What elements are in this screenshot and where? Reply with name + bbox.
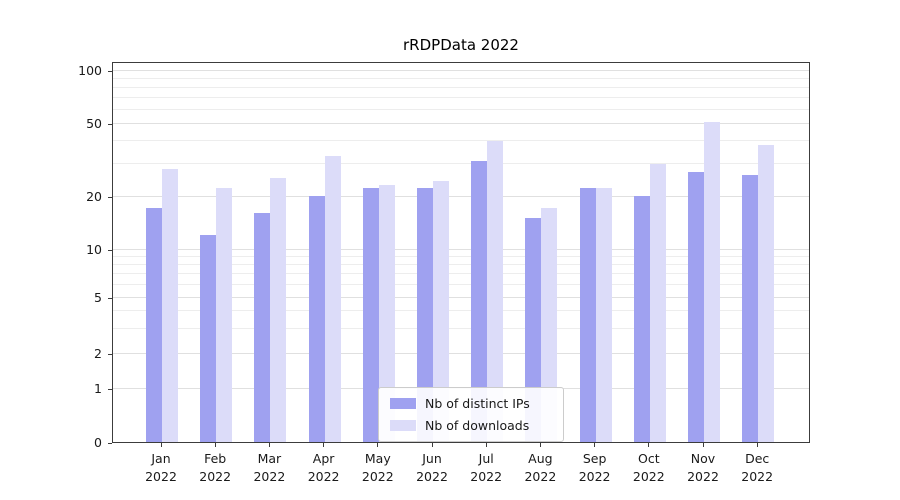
gridline <box>113 263 809 265</box>
x-tick-label: Jul 2022 <box>470 451 503 485</box>
bar-distinct-ips <box>525 218 542 442</box>
chart-title: rRDPData 2022 <box>403 36 519 54</box>
bar-distinct-ips <box>308 196 325 442</box>
x-tick-mark <box>431 443 433 447</box>
y-tick-mark <box>108 249 112 251</box>
x-tick-mark <box>268 443 270 447</box>
y-tick-mark <box>108 388 112 390</box>
x-tick-label: Jun 2022 <box>416 451 448 485</box>
x-tick-mark <box>539 443 541 447</box>
bar-downloads <box>216 188 233 442</box>
y-tick-mark <box>108 297 112 299</box>
bar-downloads <box>595 188 612 442</box>
bar-distinct-ips <box>688 172 704 442</box>
bar-downloads <box>541 208 558 442</box>
y-tick-mark <box>108 196 112 198</box>
y-tick-label: 20 <box>86 189 102 204</box>
x-tick-mark <box>756 443 758 447</box>
x-tick-mark <box>323 443 325 447</box>
x-tick-label: Feb 2022 <box>199 451 232 485</box>
legend: Nb of distinct IPs Nb of downloads <box>378 387 564 442</box>
bar-distinct-ips <box>254 213 271 442</box>
y-tick-label: 2 <box>94 346 102 361</box>
y-tick-label: 50 <box>86 116 102 131</box>
legend-label-distinct-ips: Nb of distinct IPs <box>425 396 530 411</box>
x-tick-mark <box>485 443 487 447</box>
gridline <box>113 163 809 165</box>
x-tick-mark <box>160 443 162 447</box>
x-tick-mark <box>648 443 650 447</box>
bar-downloads <box>649 163 666 442</box>
bar-downloads <box>162 169 178 442</box>
legend-label-downloads: Nb of downloads <box>425 418 530 433</box>
gridline <box>113 310 809 312</box>
bar-distinct-ips <box>471 161 488 442</box>
gridline <box>113 108 809 110</box>
bar-distinct-ips <box>742 175 759 442</box>
y-tick-mark <box>108 442 112 444</box>
bar-distinct-ips <box>633 196 650 442</box>
bar-distinct-ips <box>579 188 596 442</box>
y-tick-label: 100 <box>78 63 102 78</box>
gridline <box>113 140 809 142</box>
x-tick-label: Apr 2022 <box>307 451 340 485</box>
gridline <box>113 86 809 88</box>
x-tick-label: Dec 2022 <box>741 451 774 485</box>
bar-downloads <box>758 144 775 442</box>
gridline <box>113 255 809 257</box>
gridline <box>113 77 809 79</box>
y-tick-label: 5 <box>94 290 102 305</box>
x-tick-label: Mar 2022 <box>253 451 286 485</box>
plot-area <box>112 62 810 443</box>
gridline <box>113 96 809 98</box>
x-tick-mark <box>702 443 704 447</box>
gridline <box>113 283 809 285</box>
gridline <box>113 195 809 197</box>
gridline <box>113 352 809 354</box>
gridline <box>113 273 809 275</box>
y-tick-mark <box>108 123 112 125</box>
legend-entry-distinct-ips: Nb of distinct IPs <box>390 396 552 411</box>
legend-swatch-distinct-ips <box>390 398 416 409</box>
bar-downloads <box>487 140 504 442</box>
x-tick-label: Oct 2022 <box>632 451 665 485</box>
bar-downloads <box>433 181 449 442</box>
bar-distinct-ips <box>417 188 433 442</box>
y-tick-mark <box>108 353 112 355</box>
x-tick-label: Nov 2022 <box>687 451 719 485</box>
x-tick-label: Sep 2022 <box>578 451 611 485</box>
bar-distinct-ips <box>200 235 217 442</box>
bar-distinct-ips <box>362 188 379 442</box>
y-tick-label: 1 <box>94 381 102 396</box>
x-tick-mark <box>214 443 216 447</box>
y-tick-label: 10 <box>86 242 102 257</box>
bar-downloads <box>378 184 395 442</box>
bar-distinct-ips <box>146 208 162 442</box>
bar-downloads <box>324 156 341 442</box>
legend-swatch-downloads <box>390 420 416 431</box>
gridline <box>113 296 809 298</box>
gridline <box>113 69 809 71</box>
gridline <box>113 122 809 124</box>
bar-downloads <box>704 121 720 442</box>
y-tick-mark <box>108 70 112 72</box>
x-tick-mark <box>377 443 379 447</box>
y-tick-label: 0 <box>94 435 102 450</box>
x-tick-label: May 2022 <box>361 451 394 485</box>
x-tick-label: Jan 2022 <box>145 451 177 485</box>
gridline <box>113 327 809 329</box>
legend-entry-downloads: Nb of downloads <box>390 418 552 433</box>
bar-downloads <box>270 178 287 442</box>
x-tick-label: Aug 2022 <box>524 451 557 485</box>
gridline <box>113 248 809 250</box>
x-tick-mark <box>594 443 596 447</box>
